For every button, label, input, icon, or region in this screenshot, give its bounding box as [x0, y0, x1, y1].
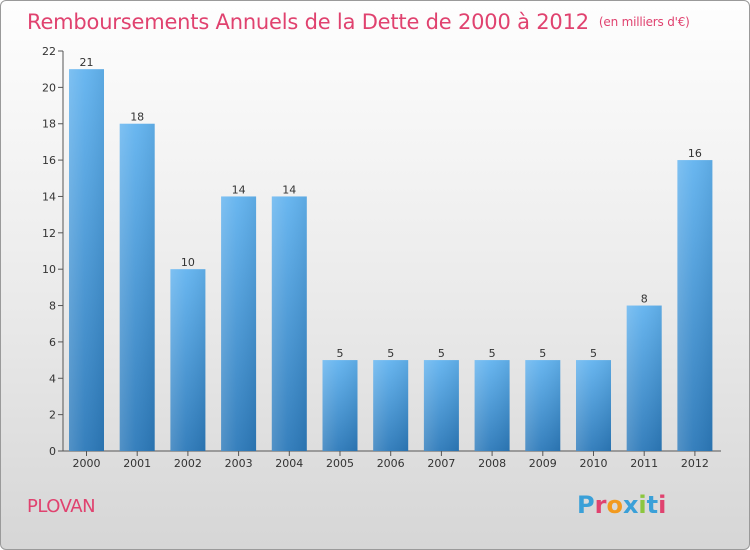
data-label: 5 [489, 347, 496, 360]
y-tick-label: 12 [42, 227, 56, 240]
chart-title-text: Remboursements Annuels de la Dette de 20… [27, 10, 589, 34]
data-label: 5 [438, 347, 445, 360]
logo-letter: x [622, 491, 639, 519]
y-tick-label: 0 [49, 445, 56, 458]
x-tick-label: 2000 [73, 457, 101, 470]
logo-letter: o [606, 491, 623, 519]
x-tick-label: 2002 [174, 457, 202, 470]
x-tick-label: 2011 [630, 457, 658, 470]
bar-shine [576, 360, 611, 451]
commune-name: PLOVAN [27, 496, 96, 517]
data-label: 18 [130, 111, 144, 124]
bar-shine [423, 360, 459, 451]
bar-shine [677, 160, 713, 451]
y-tick-label: 4 [49, 372, 56, 385]
data-label: 8 [641, 293, 648, 306]
bar-shine [626, 305, 662, 451]
y-tick-label: 2 [49, 409, 56, 422]
y-tick-label: 6 [49, 336, 56, 349]
data-label: 10 [181, 256, 195, 269]
data-label: 16 [688, 147, 702, 160]
x-tick-label: 2003 [225, 457, 253, 470]
y-tick-label: 20 [42, 81, 56, 94]
x-tick-label: 2009 [529, 457, 557, 470]
logo-letter: t [646, 491, 659, 519]
proxiti-logo: Proxiti [577, 491, 666, 519]
x-tick-label: 2010 [580, 457, 608, 470]
data-label: 14 [232, 183, 246, 196]
data-label: 21 [80, 56, 94, 69]
logo-letter: r [594, 491, 607, 519]
x-tick-label: 2001 [123, 457, 151, 470]
data-label: 5 [590, 347, 597, 360]
chart-subtitle: (en milliers d'€) [598, 15, 690, 29]
x-tick-label: 2006 [377, 457, 405, 470]
bar-shine [170, 269, 206, 451]
bar-shine [322, 360, 358, 451]
y-tick-label: 22 [42, 45, 56, 58]
data-label: 5 [539, 347, 546, 360]
bar-shine [474, 360, 510, 451]
bar-shine [373, 360, 409, 451]
y-tick-label: 10 [42, 263, 56, 276]
x-tick-label: 2005 [326, 457, 354, 470]
logo-letter: P [577, 491, 595, 519]
y-tick-label: 8 [49, 300, 56, 313]
axes: 0 2 4 6 8 10 12 14 16 18 20 22 2000 2001 2002 2003 2004 2… [42, 45, 721, 470]
data-label: 5 [387, 347, 394, 360]
data-label: 14 [282, 183, 296, 196]
chart-title: Remboursements Annuels de la Dette de 20… [27, 10, 690, 34]
logo-letter: i [658, 491, 667, 519]
logo-letter: i [638, 491, 647, 519]
x-tick-label: 2004 [275, 457, 303, 470]
x-tick-label: 2012 [681, 457, 709, 470]
bar-shine [221, 196, 257, 451]
bar-shine [69, 69, 104, 451]
x-tick-label: 2007 [427, 457, 455, 470]
y-tick-label: 18 [42, 118, 56, 131]
y-tick-label: 14 [42, 190, 56, 203]
data-label: 5 [337, 347, 344, 360]
bar-shine [119, 123, 155, 452]
bar-shine [271, 196, 307, 451]
y-tick-label: 16 [42, 154, 56, 167]
x-tick-label: 2008 [478, 457, 506, 470]
data-labels: 21 18 10 14 14 5 5 5 5 5 5 8 16 [80, 56, 702, 360]
bars [69, 69, 713, 452]
bar-shine [525, 360, 561, 451]
